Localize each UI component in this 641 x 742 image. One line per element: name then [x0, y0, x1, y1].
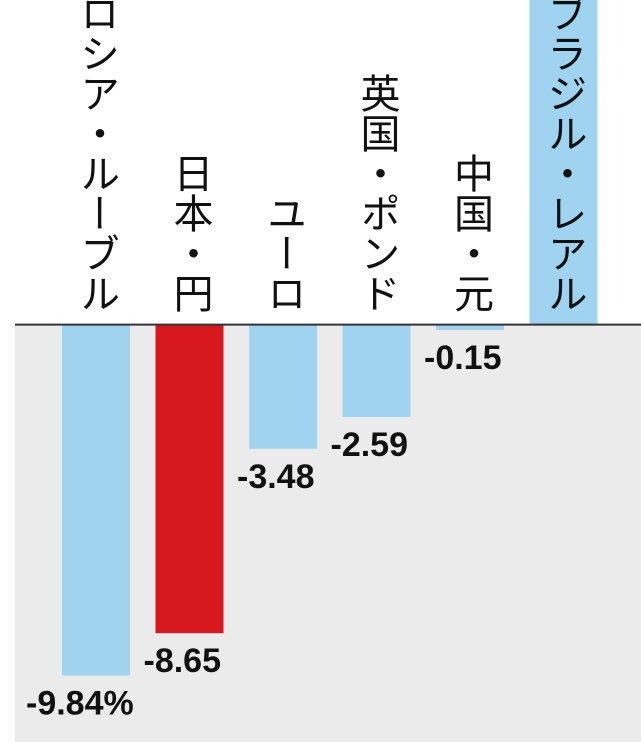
value-label: -0.15 — [424, 339, 502, 377]
bar — [436, 324, 504, 330]
category-label: ブラジル・レアル — [541, 0, 587, 313]
category-label: 日本・円 — [167, 153, 213, 313]
category-label: 英国・ポンド — [354, 73, 400, 313]
bar — [155, 324, 224, 634]
bar — [342, 324, 411, 418]
bar — [62, 324, 130, 676]
value-label: -3.48 — [237, 458, 315, 496]
value-label: -2.59 — [331, 426, 409, 464]
category-label: ロシア・ルーブル — [73, 0, 119, 313]
bar — [249, 324, 317, 449]
category-label: 中国・元 — [447, 153, 493, 313]
bar — [529, 0, 598, 325]
category-label: ユーロ — [260, 193, 306, 313]
value-label: -8.65 — [144, 642, 222, 680]
value-label: -9.84% — [26, 685, 134, 723]
